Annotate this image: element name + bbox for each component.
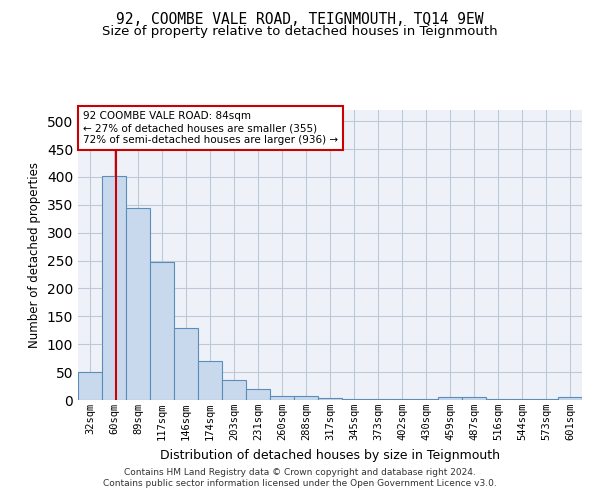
Bar bbox=[126, 208, 150, 400]
Bar bbox=[246, 389, 270, 400]
Bar bbox=[222, 380, 246, 400]
Bar bbox=[174, 328, 198, 400]
Text: 92, COOMBE VALE ROAD, TEIGNMOUTH, TQ14 9EW: 92, COOMBE VALE ROAD, TEIGNMOUTH, TQ14 9… bbox=[116, 12, 484, 28]
Bar bbox=[294, 396, 318, 400]
X-axis label: Distribution of detached houses by size in Teignmouth: Distribution of detached houses by size … bbox=[160, 448, 500, 462]
Bar bbox=[198, 361, 222, 400]
Bar bbox=[78, 372, 102, 400]
Bar bbox=[270, 396, 294, 400]
Text: Size of property relative to detached houses in Teignmouth: Size of property relative to detached ho… bbox=[102, 25, 498, 38]
Bar bbox=[462, 396, 486, 400]
Y-axis label: Number of detached properties: Number of detached properties bbox=[28, 162, 41, 348]
Bar bbox=[102, 176, 126, 400]
Text: Contains HM Land Registry data © Crown copyright and database right 2024.
Contai: Contains HM Land Registry data © Crown c… bbox=[103, 468, 497, 487]
Bar bbox=[438, 396, 462, 400]
Bar bbox=[150, 262, 174, 400]
Bar bbox=[558, 397, 582, 400]
Bar bbox=[318, 398, 342, 400]
Text: 92 COOMBE VALE ROAD: 84sqm
← 27% of detached houses are smaller (355)
72% of sem: 92 COOMBE VALE ROAD: 84sqm ← 27% of deta… bbox=[83, 112, 338, 144]
